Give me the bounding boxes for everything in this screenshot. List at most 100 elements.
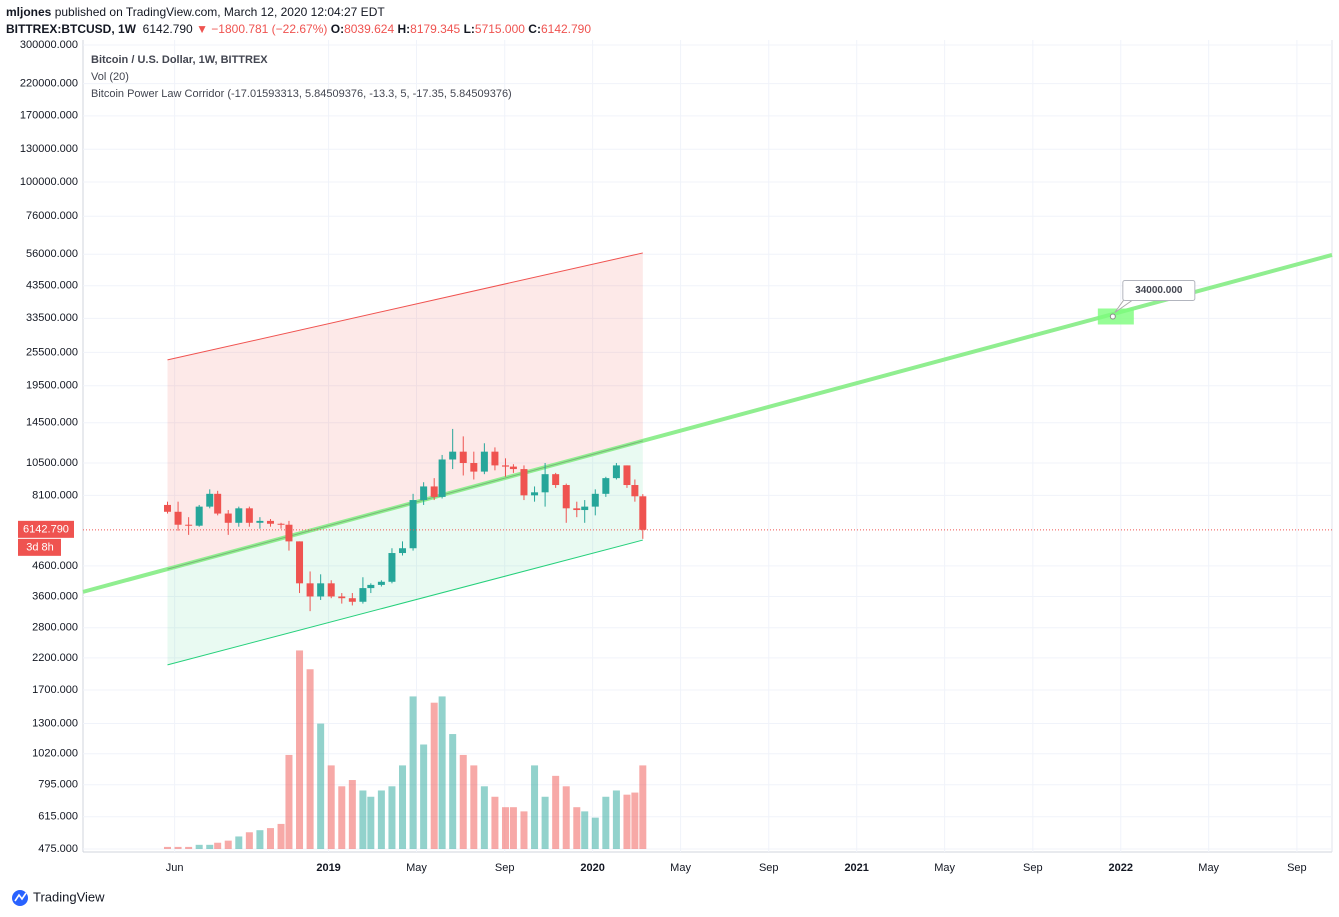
candle-body [420, 486, 428, 501]
y-tick-label: 76000.000 [26, 210, 78, 222]
volume-bar [185, 846, 193, 849]
x-tick-label: Sep [495, 862, 515, 874]
x-tick-label: May [1198, 862, 1219, 874]
y-tick-label: 14500.000 [26, 417, 78, 429]
ohlc-key: O: [330, 22, 345, 36]
volume-bar [195, 844, 203, 849]
candle-body [266, 520, 274, 524]
volume-bar [602, 796, 610, 849]
annotation-point [1109, 313, 1116, 320]
candle-body [623, 465, 631, 486]
volume-bar [277, 823, 285, 849]
published: published on TradingView.com, March 12, … [54, 5, 385, 19]
candle-body [256, 520, 264, 523]
axes: 300000.000 220000.000 170000.000 130000.000… [18, 39, 1307, 874]
volume-bar [531, 765, 539, 849]
countdown-label: 3d 8h [26, 542, 54, 554]
y-tick-label: 10500.000 [26, 457, 78, 469]
volume-bar [245, 832, 253, 849]
candle-body [591, 493, 599, 507]
candle-body [206, 493, 214, 507]
candle-body [277, 523, 285, 525]
grid [83, 40, 1332, 852]
candle-body [296, 541, 304, 584]
y-tick-label: 2200.000 [32, 652, 78, 664]
volume-bar [359, 790, 367, 849]
x-tick-label: Sep [1023, 862, 1043, 874]
volume-bar [306, 669, 314, 849]
volume-bar [399, 765, 407, 849]
volume-bar [430, 702, 438, 849]
legend-entry: Bitcoin / U.S. Dollar, 1W, BITTREX [91, 54, 268, 66]
volume-bar [562, 786, 570, 849]
candle-body [602, 478, 610, 494]
candle-body [552, 474, 560, 486]
candle-body [245, 508, 253, 523]
volume-bar [224, 840, 232, 849]
y-tick-label: 130000.000 [20, 143, 78, 155]
candle-body [359, 588, 367, 602]
candle-body [581, 506, 589, 511]
y-tick-label: 4600.000 [32, 560, 78, 572]
footer: TradingView [33, 889, 105, 904]
x-tick-label: May [406, 862, 427, 874]
legend-entry: Bitcoin Power Law Corridor (-17.01593313… [91, 88, 512, 100]
candle-body [520, 469, 528, 496]
annotation-box [1122, 279, 1196, 301]
x-tick-label: 2022 [1109, 862, 1133, 874]
volume-bar [367, 796, 375, 849]
volume-bar [348, 780, 356, 849]
volume-bar [541, 796, 549, 849]
candle-body [449, 451, 457, 460]
y-tick-label: 33500.000 [26, 312, 78, 324]
candle-body [367, 584, 375, 589]
publish-line: mljones published on TradingView.com, Ma… [6, 4, 591, 21]
candle-body [338, 596, 346, 599]
candle-body [612, 465, 620, 479]
candle-body [185, 524, 193, 526]
volume-bar [639, 765, 647, 849]
volume-bar [438, 696, 446, 849]
volume-bar [631, 792, 639, 849]
countdown-tag [18, 538, 61, 556]
candle-body [317, 583, 325, 597]
volume-bar [174, 846, 182, 849]
y-tick-label: 3600.000 [32, 590, 78, 602]
ohlc-value: 5715.000 [474, 22, 525, 36]
volume-bar [235, 836, 243, 849]
x-tick-label: May [934, 862, 955, 874]
symbol: BITTREX:BTCUSD, 1W [6, 22, 136, 36]
volume-bar [449, 734, 457, 849]
volume-bar [501, 807, 509, 849]
upper-line [167, 252, 643, 361]
candle-body [509, 466, 517, 470]
candle-body [195, 506, 203, 526]
y-tick-label: 8100.000 [32, 489, 78, 501]
ohlc-value: 6142.790 [540, 22, 592, 36]
price: 6142.790 [142, 22, 193, 36]
candle-body [327, 583, 335, 597]
volume-bar [163, 846, 171, 849]
ohlc-key: L: [463, 22, 475, 36]
volume-bar [591, 817, 599, 849]
volume-bar [573, 807, 581, 849]
volume-bar [612, 790, 620, 849]
mid-line [167, 440, 643, 570]
volume-bar [409, 696, 417, 849]
y-tick-label: 19500.000 [26, 380, 78, 392]
volume-bar [206, 844, 214, 849]
volume-bar [285, 754, 293, 849]
x-tick-label: 2019 [316, 862, 340, 874]
candle-body [562, 485, 570, 509]
candle-body [459, 451, 467, 463]
volume-bar [296, 650, 304, 849]
volume-bar [420, 744, 428, 849]
volume-bar [266, 828, 274, 849]
candle-body [501, 465, 509, 467]
ohlc-key: C: [528, 22, 541, 36]
x-tick-label: Sep [759, 862, 779, 874]
volume-bar [377, 790, 385, 849]
annotation-pointer [1114, 298, 1136, 313]
logo [12, 890, 28, 906]
y-tick-label: 1700.000 [32, 684, 78, 696]
